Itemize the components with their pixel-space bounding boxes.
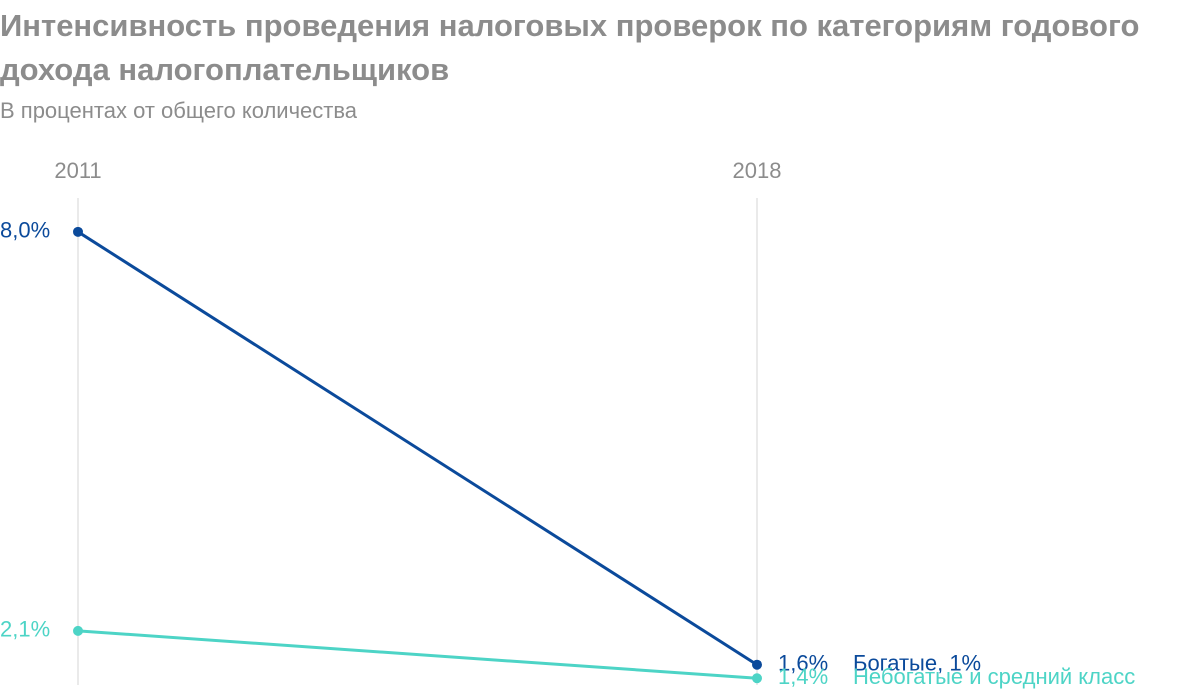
point <box>752 659 762 670</box>
x-tick-label: 2018 <box>733 158 782 183</box>
value-label: 1,4% <box>778 664 828 689</box>
value-label: 2,1% <box>0 617 50 642</box>
series-line <box>77 629 758 680</box>
chart-subtitle: В процентах от общего количества <box>0 98 358 123</box>
legend-label: Богатые, 1% <box>853 651 981 676</box>
x-tick-label: 2011 <box>54 158 101 183</box>
value-label: 8,0% <box>0 218 50 243</box>
point <box>73 226 83 237</box>
chart-title: Интенсивность проведения налоговых прове… <box>0 8 1140 87</box>
value-label: 1,6% <box>778 651 828 676</box>
point <box>752 673 762 684</box>
point <box>73 625 83 636</box>
legend-label: Небогатые и средний класс <box>853 664 1135 689</box>
series-line <box>77 230 758 666</box>
